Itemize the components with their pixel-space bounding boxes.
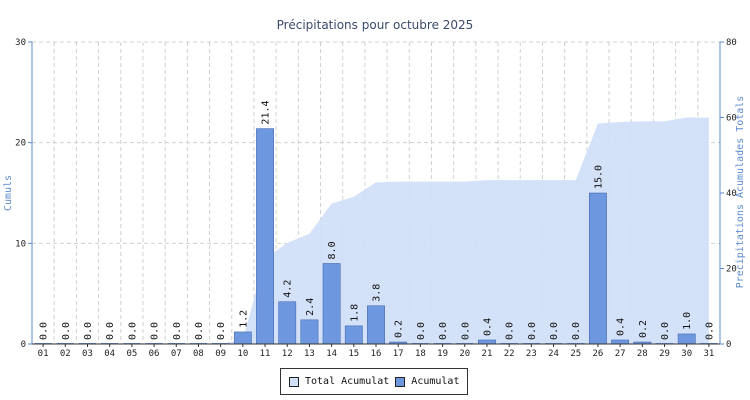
bar-acumulat [300, 319, 319, 345]
left-tick-label: 0 [21, 340, 26, 350]
x-tick-label: 12 [282, 349, 293, 359]
right-axis-label: Precipitations Acumulades Totals [735, 96, 746, 289]
left-tick-label: 20 [15, 139, 26, 149]
x-tick-label: 08 [193, 349, 204, 359]
x-tick-label: 11 [260, 349, 271, 359]
left-axis-label: Cumuls [3, 175, 14, 211]
bar-value-label: 0.0 [105, 322, 116, 340]
right-tick-label: 40 [726, 189, 737, 199]
x-tick-label: 15 [348, 349, 359, 359]
x-tick-label: 05 [126, 349, 137, 359]
right-tick-label: 20 [726, 265, 737, 275]
x-tick-label: 14 [326, 349, 337, 359]
right-tick-label: 0 [726, 340, 731, 350]
bar-value-label: 2.4 [305, 298, 316, 316]
x-tick-label: 06 [149, 349, 160, 359]
legend-label-total: Total Acumulat [305, 376, 390, 387]
x-tick-label: 07 [171, 349, 182, 359]
bar-value-label: 0.0 [61, 322, 72, 340]
bar-value-label: 0.0 [505, 322, 516, 340]
right-tick-label: 60 [726, 114, 737, 124]
x-tick-label: 21 [482, 349, 493, 359]
bar-value-label: 0.0 [216, 322, 227, 340]
left-tick-label: 10 [15, 239, 26, 249]
x-tick-label: 17 [393, 349, 404, 359]
bar-value-label: 8.0 [327, 241, 338, 259]
x-tick-label: 09 [215, 349, 226, 359]
bar-acumulat [322, 263, 341, 345]
bar-value-label: 1.2 [238, 310, 249, 328]
x-tick-label: 10 [237, 349, 248, 359]
x-tick-label: 20 [459, 349, 470, 359]
legend-item-total: Total Acumulat [289, 376, 389, 387]
x-tick-label: 13 [304, 349, 315, 359]
left-tick-label: 30 [15, 38, 26, 48]
x-tick-label: 29 [659, 349, 670, 359]
x-tick-label: 22 [504, 349, 515, 359]
total-acumulat-area [43, 117, 709, 344]
x-tick-label: 04 [104, 349, 115, 359]
bar-value-label: 15.0 [593, 165, 604, 189]
bar-acumulat [278, 301, 297, 345]
x-tick-label: 27 [615, 349, 626, 359]
chart-legend: Total Acumulat Acumulat [280, 368, 468, 395]
x-tick-label: 28 [637, 349, 648, 359]
bar-value-label: 0.0 [549, 322, 560, 340]
bar-acumulat [478, 339, 496, 345]
legend-label-daily: Acumulat [411, 376, 460, 387]
bar-acumulat [677, 333, 696, 345]
bar-value-label: 0.2 [394, 320, 405, 338]
x-tick-label: 24 [548, 349, 559, 359]
x-tick-label: 31 [703, 349, 714, 359]
total-area [43, 117, 709, 344]
bar-value-label: 0.0 [83, 322, 94, 340]
x-tick-label: 23 [526, 349, 537, 359]
bar-acumulat [589, 192, 607, 345]
bar-acumulat [611, 339, 630, 345]
bar-value-label: 0.0 [704, 322, 715, 340]
x-tick-label: 26 [593, 349, 604, 359]
bar-acumulat [367, 305, 385, 345]
x-tick-label: 30 [681, 349, 692, 359]
bar-value-label: 0.0 [460, 322, 471, 340]
bar-value-label: 0.0 [527, 322, 538, 340]
bar-value-label: 0.0 [660, 322, 671, 340]
legend-swatch-daily [395, 376, 406, 387]
x-tick-label: 25 [570, 349, 581, 359]
bar-value-label: 0.4 [482, 318, 493, 336]
axes: 0 10 20 30 0 20 40 60 80 01 02 03 04 05 06 07 08 09 10 11 12… [15, 38, 737, 359]
bar-acumulat [344, 325, 363, 345]
x-tick-label: 18 [415, 349, 426, 359]
bar-value-label: 0.0 [172, 322, 183, 340]
value-labels: 0.0 0.0 0.0 0.0 0.0 0.0 0.0 0.0 0.0 1.2 21.4 4.2 2.4… [39, 100, 716, 340]
bar-value-label: 0.0 [416, 322, 427, 340]
bar-value-label: 0.0 [127, 322, 138, 340]
x-tick-label: 16 [371, 349, 382, 359]
bar-value-label: 1.0 [682, 312, 693, 330]
bar-value-label: 3.8 [372, 284, 383, 302]
bar-acumulat [256, 128, 274, 345]
x-tick-label: 03 [82, 349, 93, 359]
bar-value-label: 0.0 [571, 322, 582, 340]
bar-acumulat [233, 331, 252, 345]
bar-value-label: 0.0 [150, 322, 161, 340]
right-tick-label: 80 [726, 38, 737, 48]
bar-value-label: 0.4 [616, 318, 627, 336]
bar-value-label: 0.0 [39, 322, 50, 340]
legend-swatch-total [289, 376, 299, 387]
bar-value-label: 0.0 [438, 322, 449, 340]
bar-value-label: 4.2 [283, 280, 294, 298]
bar-value-label: 0.2 [638, 320, 649, 338]
chart-title: Précipitations pour octubre 2025 [277, 18, 474, 32]
bar-value-label: 0.0 [194, 322, 205, 340]
legend-item-daily: Acumulat [395, 376, 459, 387]
x-tick-label: 02 [60, 349, 71, 359]
x-tick-label: 01 [38, 349, 49, 359]
bar-value-label: 1.8 [349, 304, 360, 322]
bar-value-label: 21.4 [261, 100, 272, 124]
x-tick-label: 19 [437, 349, 448, 359]
